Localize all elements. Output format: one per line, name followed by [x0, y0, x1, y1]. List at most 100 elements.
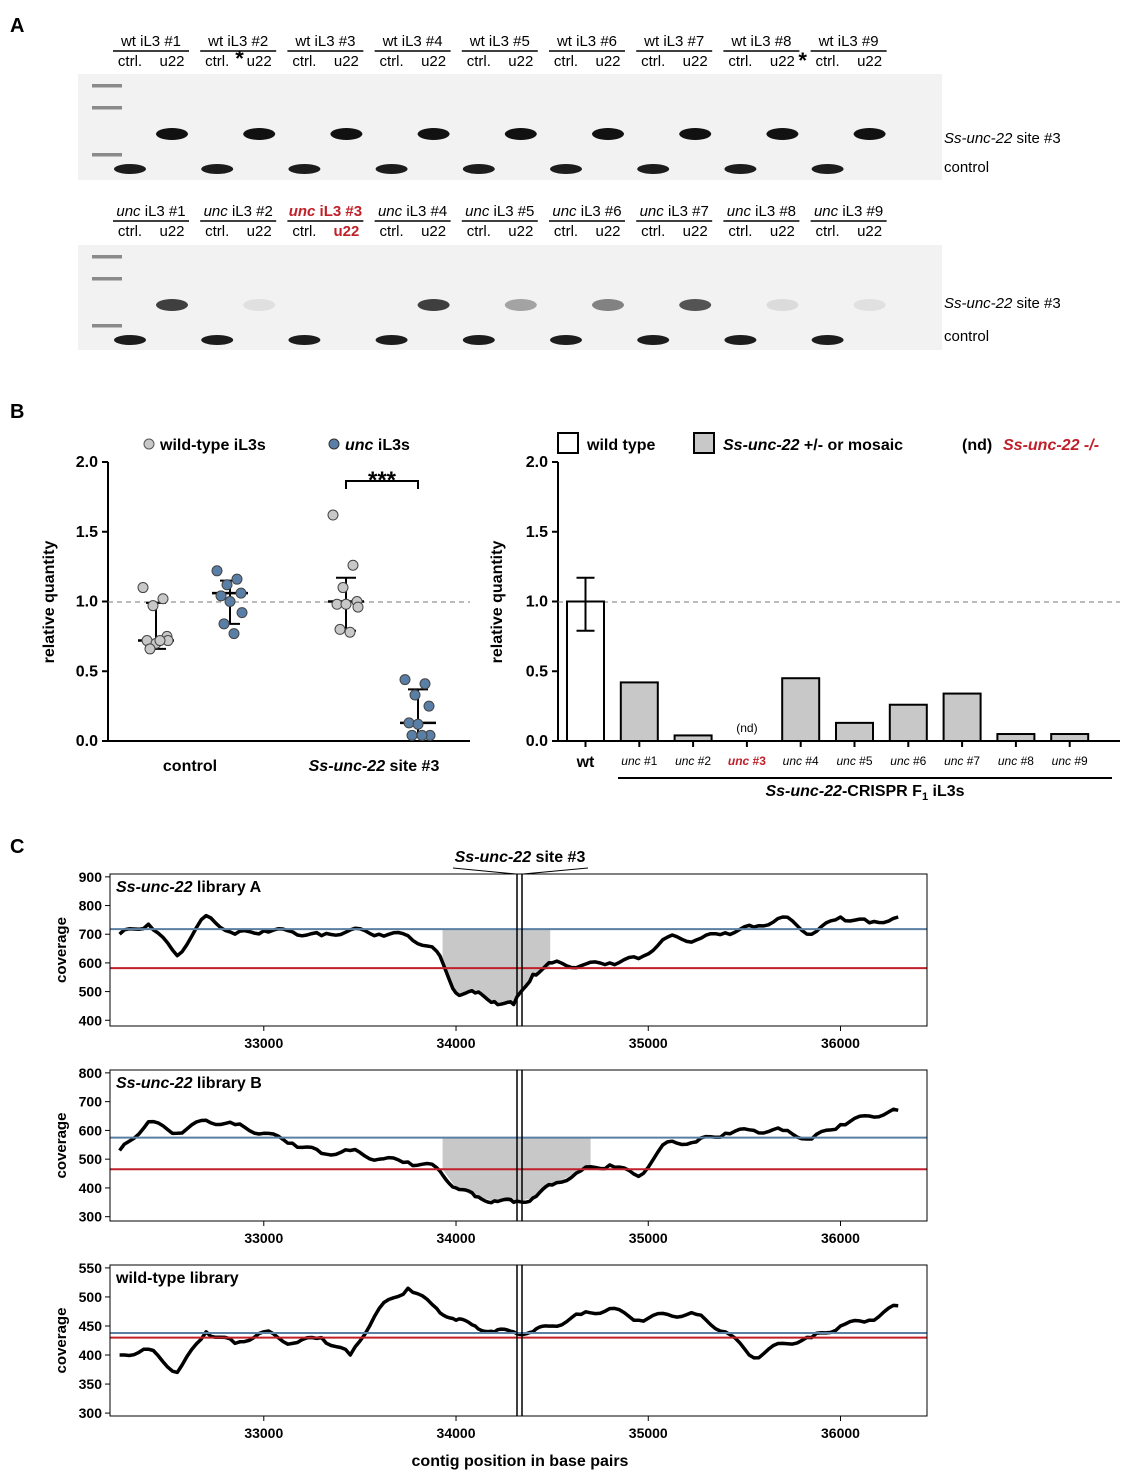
data-point — [334, 623, 346, 635]
gel-lane-ctrl-label: ctrl. — [118, 53, 142, 70]
bar-chart: wild type Ss-unc-22 +/- or mosaic (nd) S… — [489, 432, 1120, 803]
y-tick-label: 1.5 — [526, 524, 548, 541]
coverage-plot-group: 400 500 600 700 800 900 33000 34000 35000 36000 co… — [53, 867, 928, 1441]
coverage-plots: Ss-unc-22 site #3 400 500 600 700 800 900 3300… — [53, 849, 928, 1470]
panel-label-c: C — [10, 836, 24, 858]
significance-label: *** — [368, 467, 397, 494]
data-point — [416, 729, 428, 741]
data-point — [215, 590, 227, 602]
gel-lane-label-rest: iL3 #8 — [755, 203, 796, 220]
data-point — [236, 607, 248, 619]
plot-title-rest: wild-type library — [115, 1270, 239, 1287]
gel-lane-label: unc iL3 #4 — [378, 203, 447, 220]
gel-lane-label-rest: iL3 #5 — [494, 203, 535, 220]
x-tick-label-prefix: unc — [621, 754, 644, 768]
gel-lane-label-rest: iL3 #2 — [232, 203, 273, 220]
gel-lane-ctrl-label: ctrl. — [205, 53, 229, 70]
gel-lane-ctrl-label: ctrl. — [641, 223, 665, 240]
scatter-marks — [137, 509, 436, 741]
gel-control-band — [201, 335, 234, 345]
y-tick-label: 600 — [79, 1122, 103, 1138]
gel-lane-u22-label: u22 — [857, 223, 882, 240]
y-tick-label: 500 — [79, 1289, 103, 1305]
y-tick-label: 600 — [79, 955, 103, 971]
x-tick-label-prefix: unc — [675, 754, 698, 768]
gel-u22-band — [766, 128, 799, 140]
y-tick-label: 550 — [79, 1260, 103, 1276]
legend-wt-swatch — [557, 432, 579, 454]
gel-control-band — [724, 335, 757, 345]
y-axis-label: relative quantity — [41, 541, 58, 664]
gel-lane-u22-label: u22 — [247, 53, 272, 70]
gel-lane-label-prefix: unc — [727, 203, 755, 220]
dip-region — [442, 929, 551, 969]
data-point — [137, 582, 149, 594]
y-tick-label: 400 — [79, 1347, 103, 1363]
gel-u22-band — [679, 128, 712, 140]
gel-lane-u22-label: u22 — [595, 53, 620, 70]
gel-asterisk: * — [798, 48, 807, 73]
y-tick-label: 800 — [79, 1065, 103, 1081]
gel-u22-band — [417, 299, 450, 311]
x-tick-label: unc #5 — [836, 754, 872, 768]
y-tick-label: 2.0 — [526, 454, 548, 471]
data-point — [412, 718, 424, 730]
gel-lane-label: unc iL3 #2 — [204, 203, 273, 220]
y-tick-label: 0.5 — [76, 663, 98, 680]
x-tick-label: unc #2 — [675, 754, 711, 768]
x-tick-label: wt — [576, 754, 595, 771]
plot-frame — [109, 873, 928, 1027]
gel-lane-u22-label: u22 — [508, 223, 533, 240]
panel-label-b: B — [10, 401, 24, 423]
data-point — [344, 626, 356, 638]
gel-control-band — [462, 164, 495, 174]
gel-lane-label: wt iL3 #2 — [207, 33, 268, 50]
gel-lane-u22-label: u22 — [595, 223, 620, 240]
data-point — [154, 635, 166, 647]
data-point — [228, 628, 240, 640]
y-tick-label: 1.0 — [76, 594, 98, 611]
x-tick-label: 34000 — [437, 1425, 476, 1441]
gel-control-band — [724, 164, 757, 174]
gel-u22-band — [156, 128, 188, 140]
data-point — [221, 579, 233, 591]
y-tick-label: 0.5 — [526, 663, 548, 680]
gel-lane-label-prefix: unc — [116, 203, 144, 220]
plot-title: Ss-unc-22 library B — [116, 1075, 262, 1092]
gel-ladder-band — [92, 324, 122, 328]
significance-bracket — [345, 480, 419, 489]
x-tick-label: 35000 — [629, 1035, 668, 1051]
data-point — [147, 600, 159, 612]
x-tick-label-rest: #5 — [859, 754, 873, 768]
data-point — [419, 678, 431, 690]
legend-unc-label: unc iL3s — [345, 437, 410, 454]
group-label: Ss-unc-22-CRISPR F1 iL3s — [765, 783, 964, 803]
data-point — [144, 643, 156, 655]
gel-control-band — [114, 335, 146, 345]
gel-lane-label: wt iL3 #3 — [294, 33, 355, 50]
x-tick-label: unc #9 — [1052, 754, 1088, 768]
gel-lane-label-rest: iL3 #6 — [581, 203, 622, 220]
panel-label-a: A — [10, 15, 24, 37]
gel-u22-band — [504, 128, 537, 140]
legend-mosaic-swatch — [693, 432, 715, 454]
plot-frame — [109, 1069, 928, 1222]
gel-lane-ctrl-label: ctrl. — [118, 223, 142, 240]
gel-u22-band — [592, 128, 624, 140]
data-point — [403, 717, 415, 729]
legend-unc-marker — [328, 438, 340, 450]
gel-u22-band — [766, 299, 799, 311]
gel-lane-label-rest: iL3 #7 — [668, 203, 709, 220]
gel-lane-ctrl-label: ctrl. — [292, 53, 316, 70]
gel-lane-u22-label: u22 — [683, 223, 708, 240]
y-tick-label: 700 — [79, 1094, 103, 1110]
gel-lane-u22-label: u22 — [770, 223, 795, 240]
y-tick-label: 1.0 — [526, 594, 548, 611]
gel-u22-band — [330, 128, 363, 140]
gel-lane-label-rest: iL3 #3 — [320, 203, 363, 220]
gel-image-wt — [78, 74, 942, 180]
y-tick-label: 400 — [79, 1012, 103, 1028]
gel-lane-ctrl-label: ctrl. — [467, 53, 491, 70]
data-point — [157, 593, 169, 605]
